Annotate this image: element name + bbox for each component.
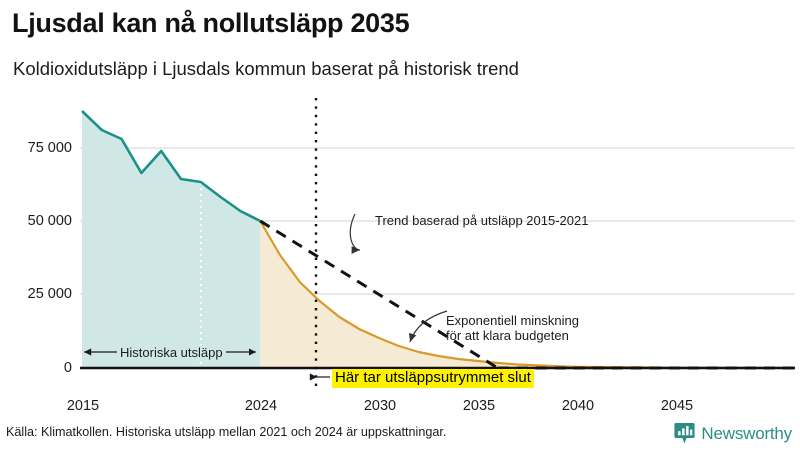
x-tick-2045: 2045 <box>660 398 694 414</box>
trend-annotation-label: Trend baserad på utsläpp 2015-2021 <box>375 213 589 228</box>
trend-annotation-leader <box>349 213 361 254</box>
exponential-annotation-label-line1: Exponentiell minskning <box>446 313 579 328</box>
exponential-annotation-leader <box>409 310 448 343</box>
y-tick-75000: 75 000 <box>27 140 72 156</box>
x-tick-2030: 2030 <box>363 398 397 414</box>
x-tick-2024: 2024 <box>244 398 278 414</box>
exponential-reduction-line <box>259 220 796 369</box>
future-area-fill <box>260 221 795 368</box>
y-tick-0: 0 <box>63 360 72 376</box>
x-tick-2015: 2015 <box>66 398 100 414</box>
x-tick-2040: 2040 <box>561 398 595 414</box>
budget-end-label: Här tar utsläppsutrymmet slut <box>332 369 534 388</box>
newsworthy-pin-chart-icon <box>674 423 696 444</box>
source-note: Källa: Klimatkollen. Historiska utsläpp … <box>6 425 447 439</box>
historical-span-label: Historiska utsläpp <box>117 345 226 360</box>
historical-area-fill <box>82 111 261 368</box>
page-title: Ljusdal kan nå nollutsläpp 2035 <box>12 8 410 38</box>
exponential-annotation-label-line2: för att klara budgeten <box>446 328 569 343</box>
y-tick-50000: 50 000 <box>27 213 72 229</box>
historical-emissions-line <box>81 110 261 223</box>
brand-logo[interactable]: Newsworthy <box>674 422 792 446</box>
trend-dashed-line <box>259 219 499 370</box>
brand-name: Newsworthy <box>701 424 792 443</box>
x-tick-2035: 2035 <box>462 398 496 414</box>
page-subtitle: Koldioxidutsläpp i Ljusdals kommun baser… <box>13 58 519 79</box>
y-tick-25000: 25 000 <box>27 286 72 302</box>
